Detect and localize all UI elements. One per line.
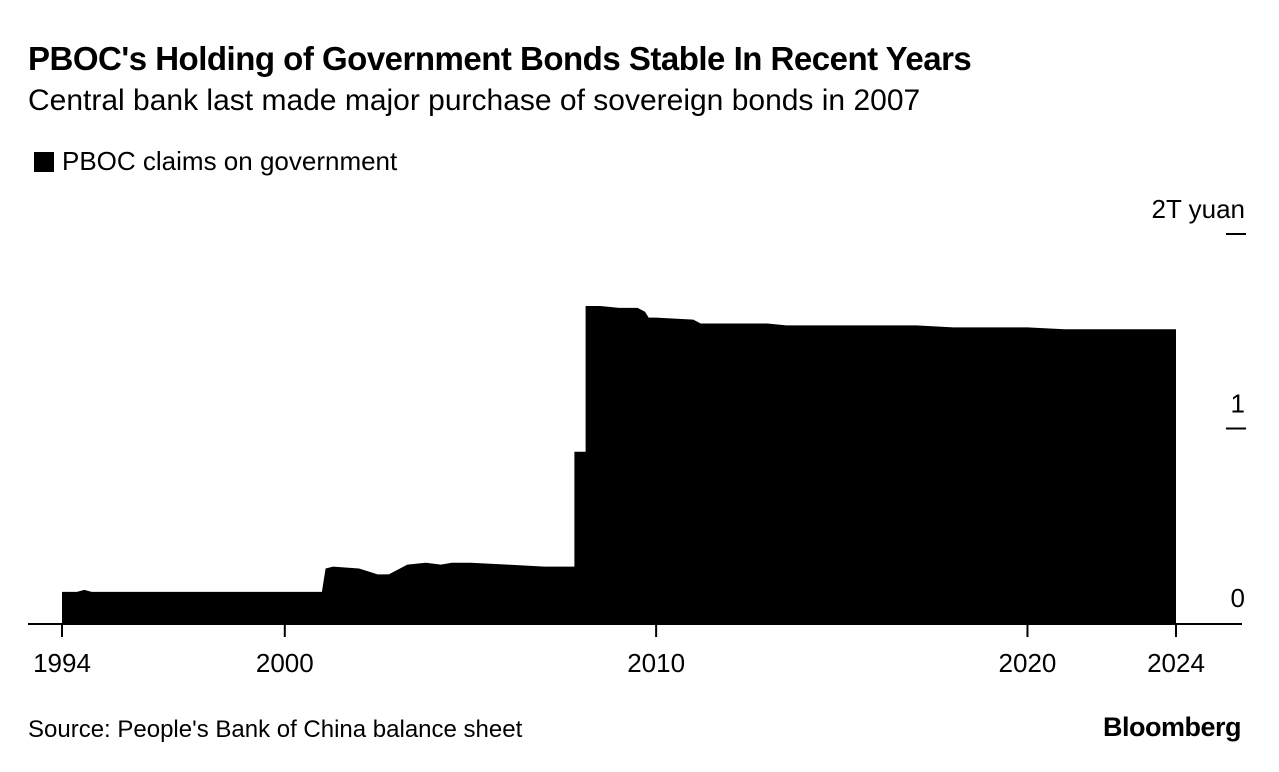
- x-tick-label-1: 2000: [256, 648, 314, 678]
- x-tick-label-4: 2024: [1147, 648, 1205, 678]
- legend-label: PBOC claims on government: [62, 146, 398, 176]
- chart-title: PBOC's Holding of Government Bonds Stabl…: [28, 40, 972, 77]
- x-tick-label-0: 1994: [33, 648, 91, 678]
- y-tick-label-2: 2T yuan: [1152, 194, 1245, 224]
- brand-logo: Bloomberg: [1102, 712, 1242, 742]
- y-tick-label-1: 1: [1231, 389, 1245, 419]
- y-tick-label-0: 0: [1231, 583, 1245, 613]
- x-tick-label-3: 2020: [999, 648, 1057, 678]
- legend-swatch: [34, 151, 54, 172]
- chart-subtitle: Central bank last made major purchase of…: [28, 84, 921, 117]
- legend: PBOC claims on government: [28, 146, 397, 177]
- source-note: Source: People's Bank of China balance s…: [28, 716, 523, 743]
- area-series-0: [62, 306, 1176, 623]
- x-tick-label-2: 2010: [627, 648, 685, 678]
